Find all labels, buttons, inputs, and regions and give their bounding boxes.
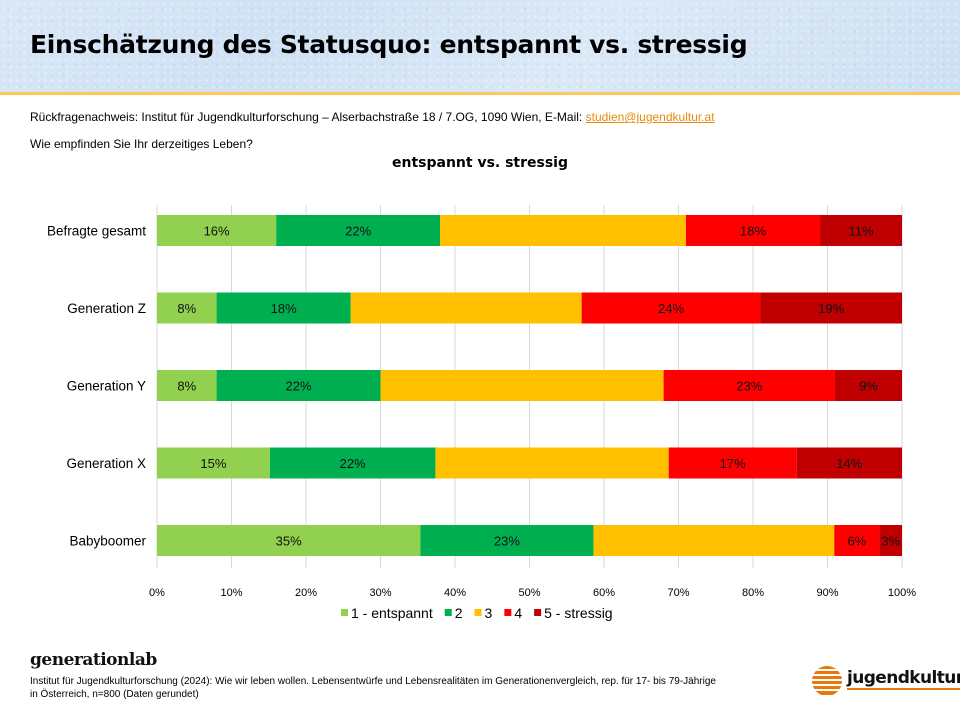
category-label: Generation X <box>66 456 146 471</box>
bar-segment <box>663 370 835 401</box>
data-label: 22% <box>345 224 371 239</box>
legend-label: 4 <box>514 605 522 621</box>
bar-segment <box>435 447 669 479</box>
data-label: 35% <box>276 534 302 549</box>
data-label: 9% <box>859 379 878 394</box>
category-label: Babyboomer <box>69 534 146 549</box>
data-label: 8% <box>177 379 196 394</box>
x-tick-label: 100% <box>888 587 916 599</box>
logo-text: jugendkultur.at <box>847 668 960 690</box>
x-tick-label: 30% <box>369 587 391 599</box>
legend: 1 - entspannt 2 3 4 5 - stressig <box>341 605 613 621</box>
header-banner <box>0 0 960 92</box>
x-tick-label: 70% <box>667 587 689 599</box>
bar-segment <box>834 370 902 401</box>
bar-segment <box>796 447 902 479</box>
data-label: 23% <box>494 534 520 549</box>
contact-text: Rückfragenachweis: Institut für Jugendku… <box>30 110 586 124</box>
x-tick-label: 10% <box>220 587 242 599</box>
email-link[interactable]: studien@jugendkultur.at <box>585 110 715 124</box>
source-line-1: Institut für Jugendkulturforschung (2024… <box>30 676 716 687</box>
header-divider <box>0 92 960 95</box>
bar-segment <box>157 370 217 401</box>
page-title: Einschätzung des Statusquo: entspannt vs… <box>30 30 748 59</box>
category-labels: Befragte gesamt Generation Z Generation Y G… <box>47 224 147 549</box>
bar-segment <box>380 370 664 401</box>
x-tick-label: 90% <box>816 587 838 599</box>
data-label: 22% <box>286 379 312 394</box>
bar-segment <box>157 292 217 324</box>
bar-segment <box>350 292 582 324</box>
bar-segment <box>760 292 902 324</box>
bar-segment <box>440 215 686 246</box>
data-label: 18% <box>740 224 766 239</box>
data-label: 14% <box>836 456 862 471</box>
legend-swatch <box>444 609 452 616</box>
legend-swatch <box>534 609 542 616</box>
x-axis-ticks: 0% 10% 20% 30% 40% 50% 60% 70% 80% 90% 100% <box>149 587 916 599</box>
category-label: Generation Z <box>67 301 146 316</box>
bar-segment <box>157 525 421 556</box>
bar-segment <box>879 525 902 556</box>
legend-swatch <box>474 609 482 616</box>
x-tick-label: 80% <box>742 587 764 599</box>
legend-label: 1 - entspannt <box>351 605 433 621</box>
x-tick-label: 20% <box>295 587 317 599</box>
generationlab-logo: generationlab <box>30 650 157 670</box>
bar-segment <box>216 292 351 324</box>
legend-swatch <box>341 609 348 616</box>
data-label: 6% <box>847 534 866 549</box>
data-label: 15% <box>200 456 226 471</box>
bar-segment <box>685 215 821 246</box>
bar-segment <box>834 525 880 556</box>
bar-segment <box>269 447 436 479</box>
data-label: 23% <box>736 379 762 394</box>
x-tick-label: 0% <box>149 587 165 599</box>
bar-segment <box>668 447 797 479</box>
data-label: 24% <box>658 301 684 316</box>
bar-segment <box>593 525 835 556</box>
data-label: 8% <box>177 301 196 316</box>
category-label: Generation Y <box>67 379 146 394</box>
jugendkultur-logo: jugendkultur.at <box>810 663 960 697</box>
legend-swatch <box>504 609 512 616</box>
source-note: Institut für Jugendkulturforschung (2024… <box>30 675 790 701</box>
data-label: 19% <box>818 301 844 316</box>
bar-segment <box>420 525 594 556</box>
survey-question: Wie empfinden Sie Ihr derzeitiges Leben? <box>30 137 253 151</box>
bar-segment <box>276 215 441 246</box>
bar-segment <box>216 370 381 401</box>
bar-segment <box>157 215 277 246</box>
data-label: 11% <box>848 224 873 239</box>
x-tick-label: 50% <box>518 587 540 599</box>
bar-segment <box>157 447 270 479</box>
bar-segment <box>581 292 761 324</box>
data-label: 16% <box>204 224 230 239</box>
x-tick-label: 40% <box>444 587 466 599</box>
chart-title: entspannt vs. stressig <box>391 155 569 171</box>
stacked-bar-chart: 16% 22% 18% 11%8% 18% 24% 19%8% 22% 23% 9%15% 22% 1… <box>47 205 916 621</box>
data-label: 18% <box>271 301 297 316</box>
sun-stripes-icon <box>812 666 842 695</box>
legend-label: 5 - stressig <box>544 605 612 621</box>
legend-label: 3 <box>485 605 493 621</box>
bar-segment <box>820 215 902 246</box>
data-label: 22% <box>340 456 366 471</box>
x-tick-label: 60% <box>593 587 615 599</box>
contact-line: Rückfragenachweis: Institut für Jugendku… <box>30 110 715 124</box>
legend-label: 2 <box>455 605 463 621</box>
data-label: 17% <box>720 456 746 471</box>
bars: 16% 22% 18% 11% 8% 18% 24% 19% 8% 22% 23% 9% 15% 22% 1… <box>157 215 902 556</box>
source-line-2: in Österreich, n=800 (Daten gerundet) <box>30 689 199 700</box>
category-label: Befragte gesamt <box>47 224 146 239</box>
data-label: 3% <box>881 534 900 549</box>
